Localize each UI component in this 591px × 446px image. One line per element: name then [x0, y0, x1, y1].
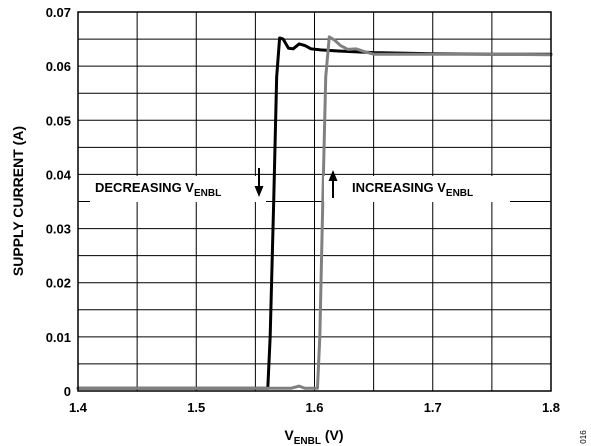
- y-tick-label: 0: [64, 384, 71, 399]
- annotation-decreasing-bg: [90, 176, 266, 202]
- arrow-down-icon: [254, 168, 264, 197]
- figure-id: 016: [579, 430, 588, 444]
- x-tick-labels: 1.4 1.5 1.6 1.7 1.8: [69, 400, 560, 415]
- y-tick-label: 0.06: [46, 59, 71, 74]
- y-tick-label: 0.07: [46, 5, 71, 20]
- x-tick-label: 1.5: [187, 400, 205, 415]
- x-tick-label: 1.8: [542, 400, 560, 415]
- y-tick-label: 0.05: [46, 113, 71, 128]
- y-tick-label: 0.03: [46, 222, 71, 237]
- x-tick-label: 1.6: [305, 400, 323, 415]
- x-axis-label: VENBL (V): [284, 427, 343, 446]
- plot-frame: [77, 11, 552, 392]
- y-tick-labels: 0 0.01 0.02 0.03 0.04 0.05 0.06 0.07: [46, 5, 72, 399]
- y-tick-label: 0.04: [46, 167, 72, 182]
- y-tick-label: 0.02: [46, 276, 71, 291]
- y-axis-label: SUPPLY CURRENT (A): [10, 126, 26, 276]
- arrow-up-icon: [328, 170, 338, 198]
- x-tick-label: 1.4: [69, 400, 88, 415]
- series-line-2: [76, 35, 553, 390]
- y-tick-label: 0.01: [46, 330, 71, 345]
- annotation-increasing-bg: [324, 176, 510, 202]
- x-tick-label: 1.7: [424, 400, 442, 415]
- annotation-decreasing: DECREASING VENBL: [95, 180, 221, 199]
- series-lines: [76, 35, 553, 390]
- annotation-increasing: INCREASING VENBL: [352, 180, 473, 199]
